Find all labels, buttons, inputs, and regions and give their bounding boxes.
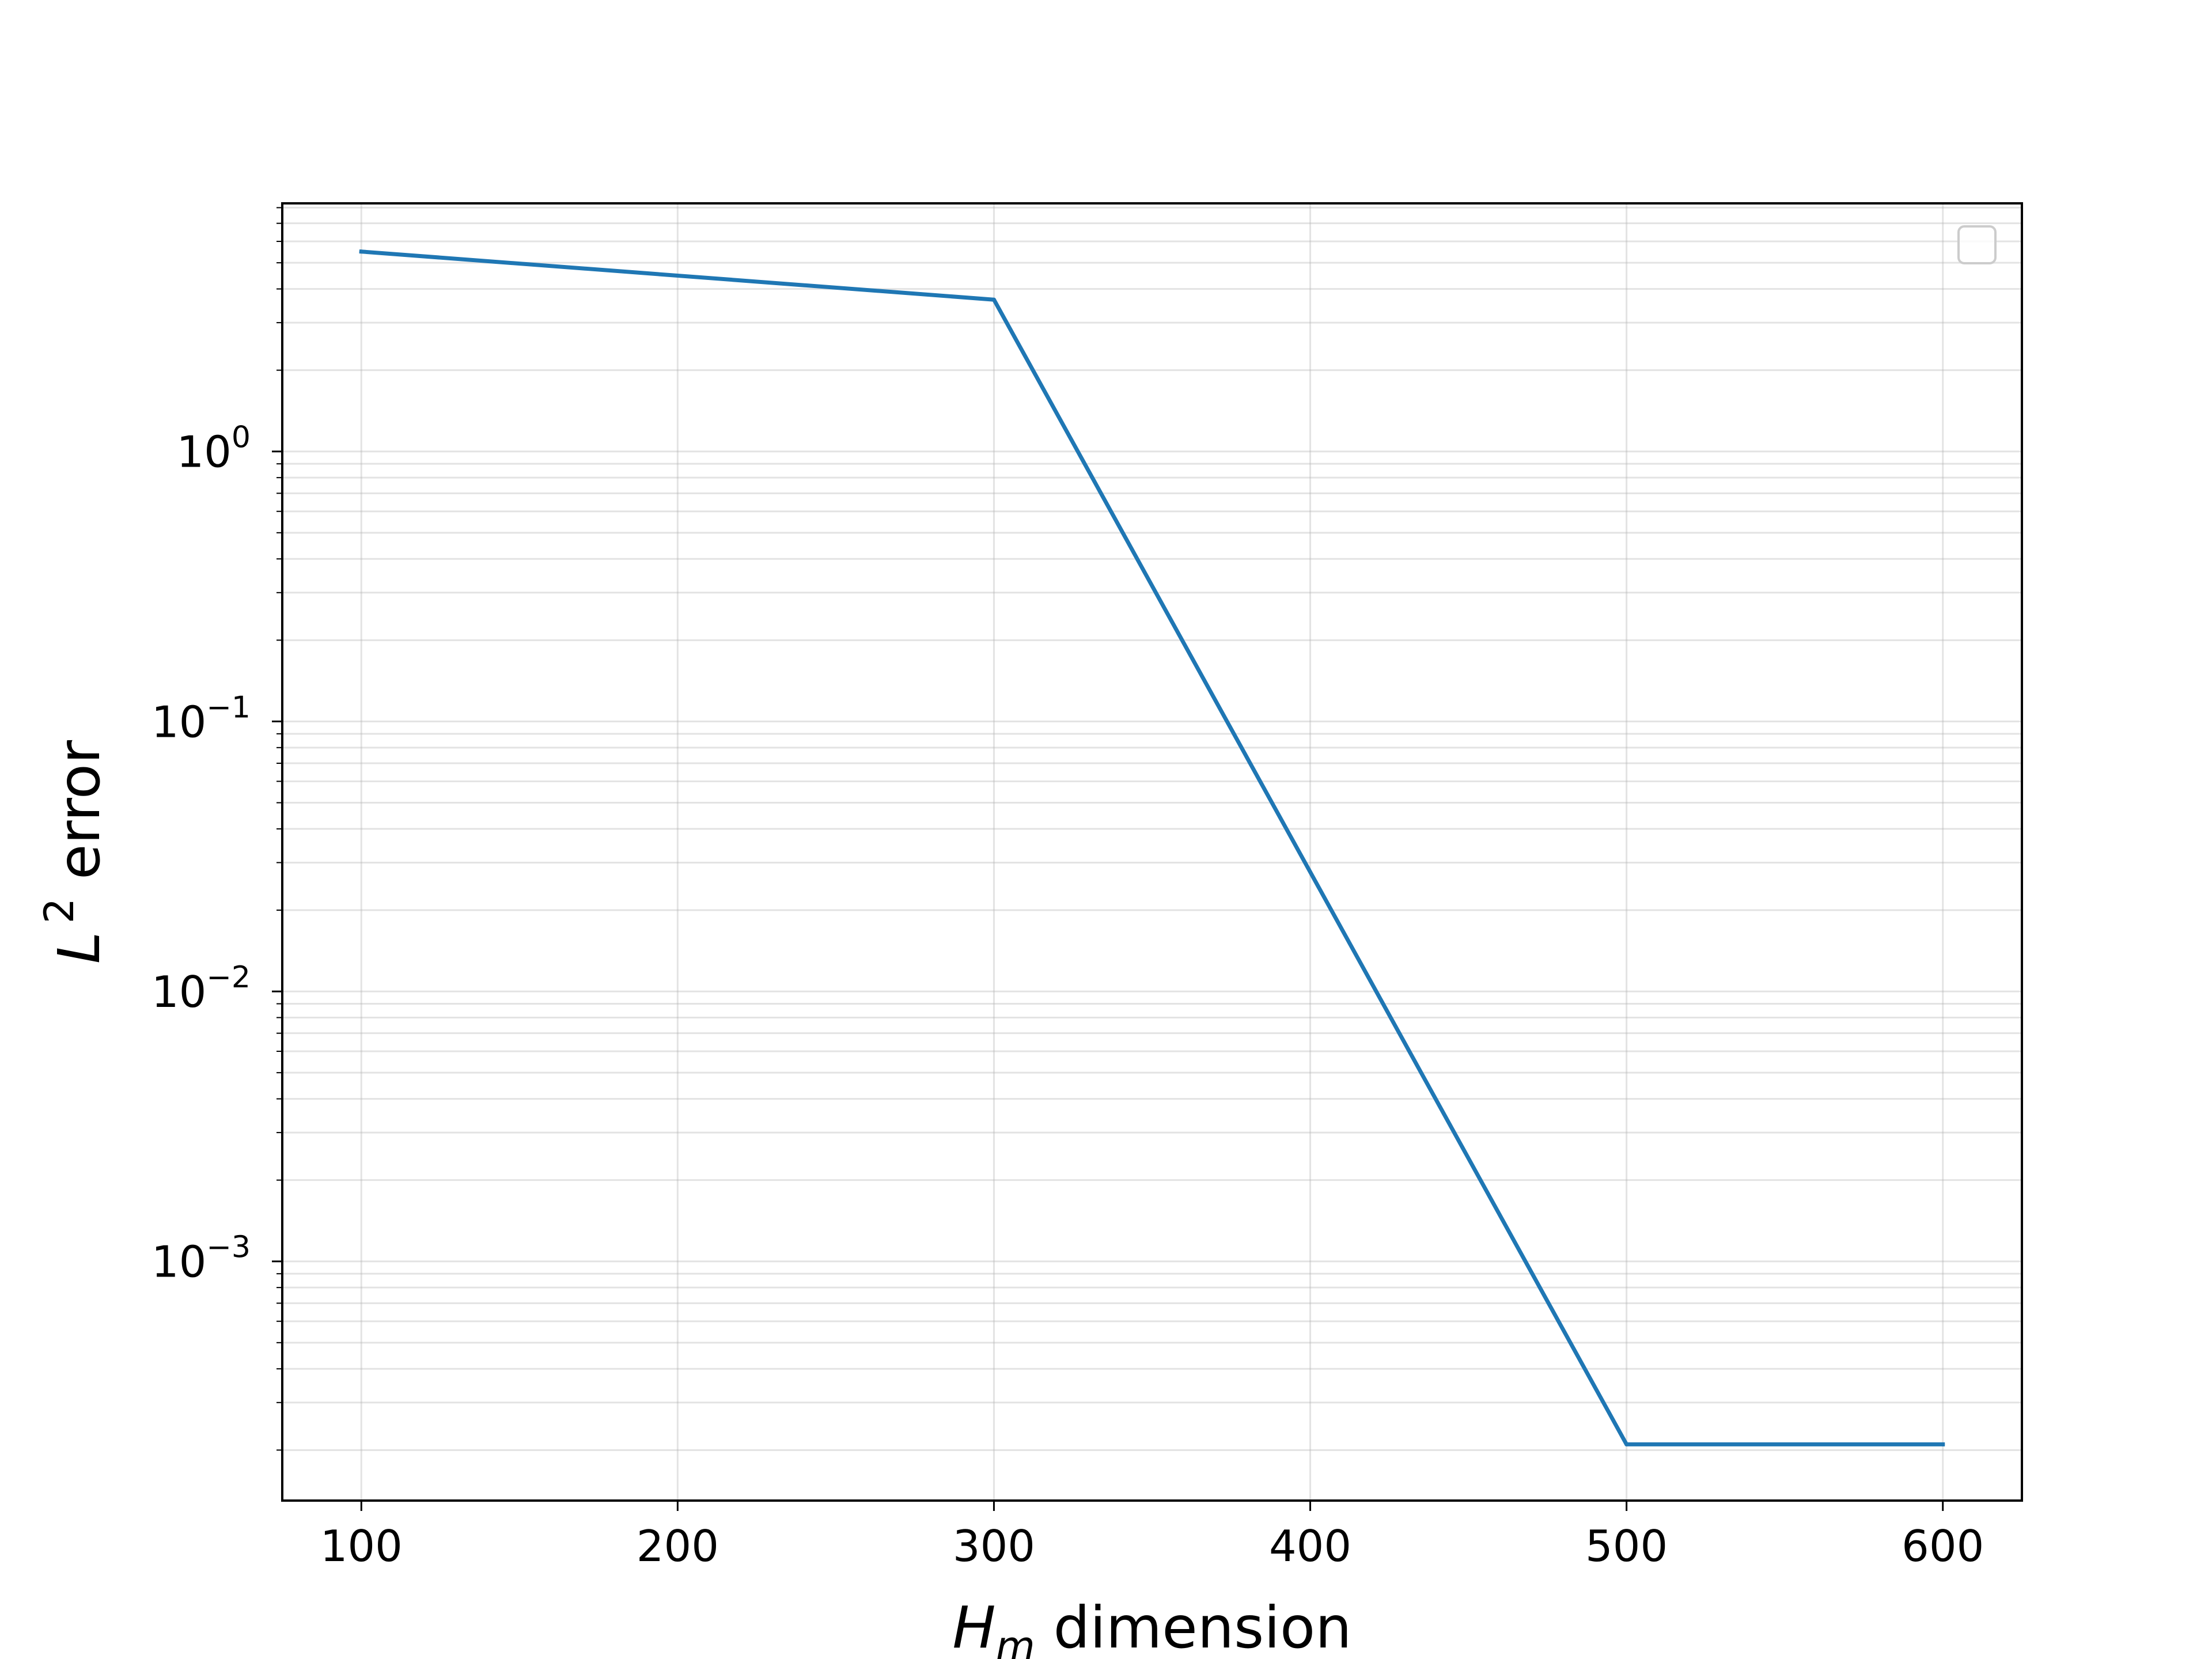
y-tick-label: 10−1 xyxy=(151,690,251,747)
x-tick-label: 400 xyxy=(1269,1521,1351,1571)
y-axis-label-text: error xyxy=(46,740,113,898)
legend-box xyxy=(1957,225,1997,264)
data-point xyxy=(991,297,996,302)
y-tick-label: 100 xyxy=(176,421,251,478)
y-tick-label-base: 10 xyxy=(151,967,206,1017)
y-tick-label: 10−3 xyxy=(151,1230,251,1287)
data-point xyxy=(1941,1442,1945,1446)
y-tick-label-exponent: 0 xyxy=(232,421,251,455)
x-tick-label: 500 xyxy=(1585,1521,1668,1571)
y-tick-label-base: 10 xyxy=(151,696,206,747)
x-axis-label: Hm dimension xyxy=(952,1594,1351,1659)
data-point xyxy=(1624,1442,1629,1446)
y-tick-label-base: 10 xyxy=(176,427,231,478)
series-line xyxy=(359,249,1945,1446)
series-layer xyxy=(359,249,1945,1446)
y-tick-label: 10−2 xyxy=(151,960,251,1017)
data-point xyxy=(359,249,363,254)
y-axis-label-symbol: L xyxy=(46,931,113,964)
x-axis-label-symbol: H xyxy=(952,1594,995,1659)
grid-layer xyxy=(282,203,2022,1501)
y-tick-label-base: 10 xyxy=(151,1237,206,1287)
y-axis-label-superscript: 2 xyxy=(36,898,83,924)
x-axis-label-text: dimension xyxy=(1035,1594,1352,1659)
plot-area-frame xyxy=(281,202,2023,1502)
y-axis-label: L 2 error xyxy=(36,740,113,964)
x-tick-label: 300 xyxy=(953,1521,1035,1571)
y-tick-label-exponent: −1 xyxy=(206,690,251,725)
x-tick-label: 600 xyxy=(1902,1521,1984,1571)
y-tick-label-exponent: −2 xyxy=(206,960,251,995)
x-tick-label: 100 xyxy=(320,1521,403,1571)
y-tick-label-exponent: −3 xyxy=(206,1230,251,1265)
x-axis-label-subscript: m xyxy=(996,1623,1035,1659)
x-tick-label: 200 xyxy=(637,1521,719,1571)
